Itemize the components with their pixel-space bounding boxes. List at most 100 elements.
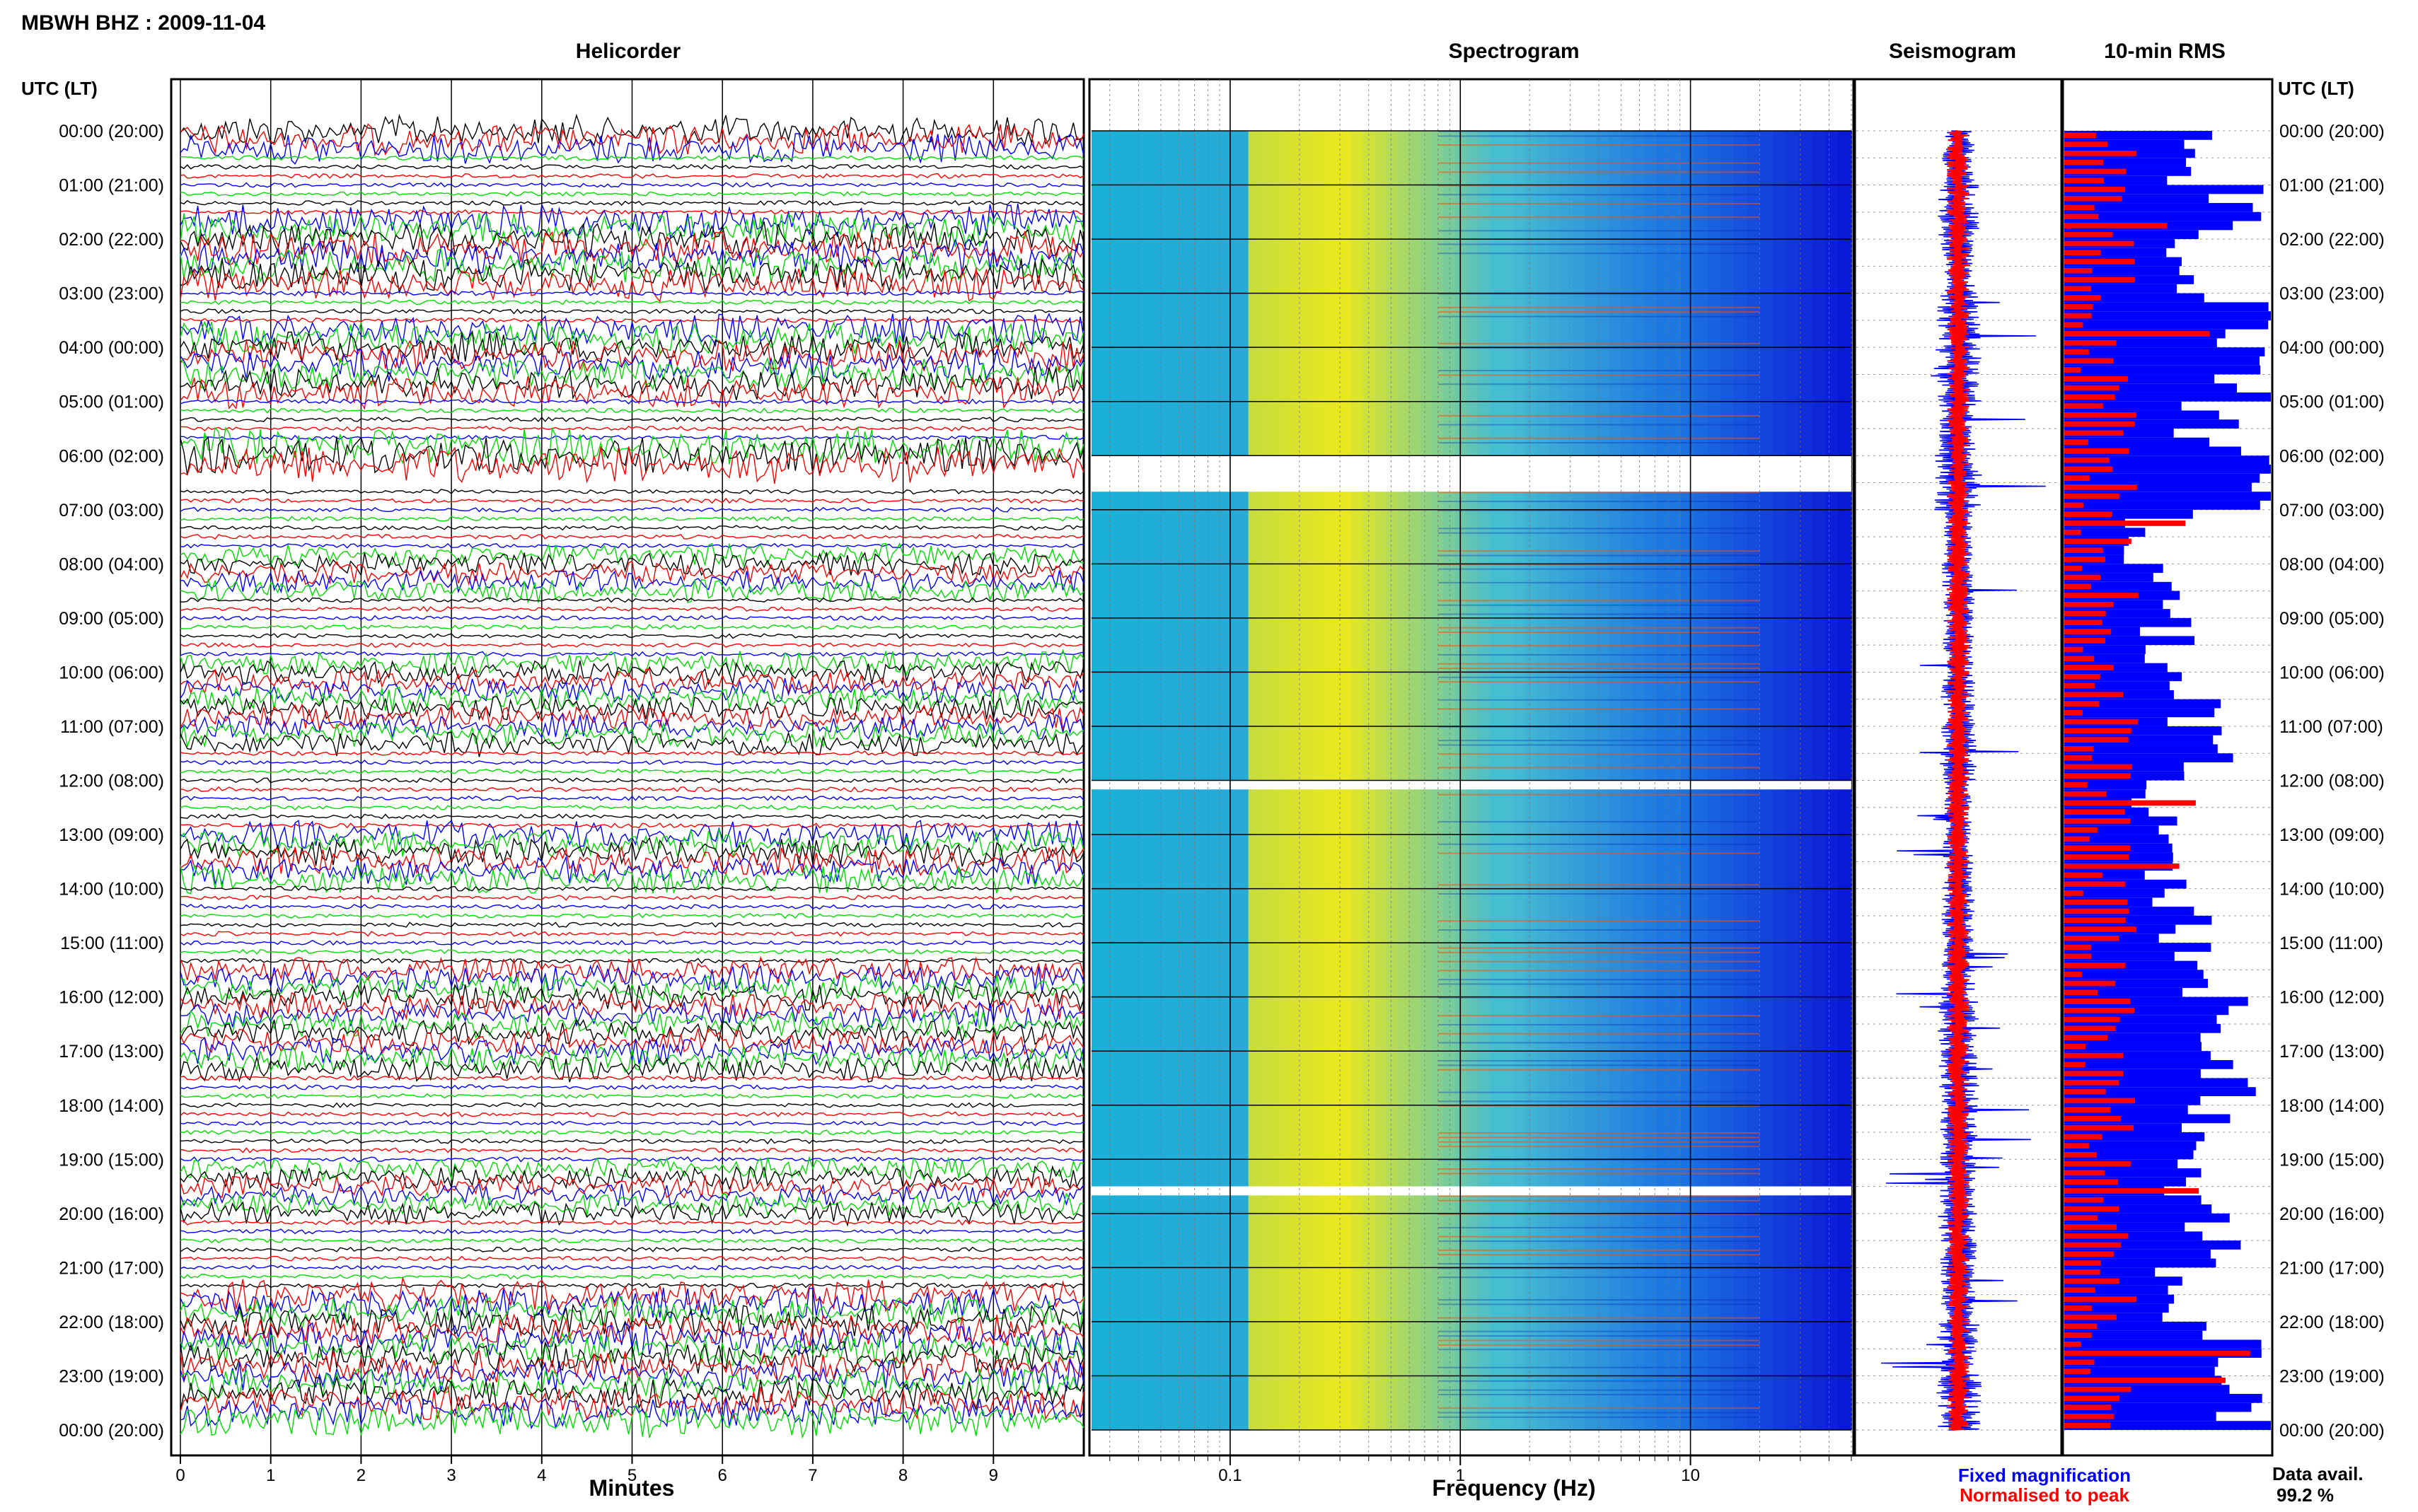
helicorder-trace [180,597,1084,603]
spectrogram-x-tick-label: 0.1 [1218,1466,1242,1485]
spectrogram-event-line [1438,185,1760,187]
helicorder-trace [180,209,1084,215]
rms-normalised-bar [2064,791,2107,797]
spectrogram-event-line [1438,1091,1760,1093]
helicorder-trace [180,1238,1084,1244]
rms-fixed-bar [2064,564,2163,574]
rms-normalised-bar [2064,1215,2098,1221]
helicorder-trace [180,1084,1084,1091]
rms-normalised-bar [2064,1405,2112,1410]
rms-fixed-bar [2064,455,2269,465]
rms-fixed-bar [2064,708,2215,718]
hour-label-left: 00:00 (20:00) [59,1421,164,1441]
helicorder-grid [180,79,1084,1455]
hour-label-right: 02:00 (22:00) [2279,230,2385,250]
helicorder-x-tick-label: 4 [537,1466,546,1485]
helicorder-trace [180,973,1084,1003]
spectrogram-event-line [1438,632,1760,634]
spectrogram-event-line [1438,996,1760,999]
rms-normalised-bar [2064,719,2139,725]
spectrogram-event-line [1438,424,1760,426]
helicorder-trace [180,1404,1084,1439]
spectrogram-event-line [1438,414,1760,417]
rms-normalised-bar [2064,557,2105,562]
spectrogram-event-line [1438,947,1760,949]
rms-normalised-bar [2064,1359,2095,1366]
rms-fixed-bar [2064,699,2221,709]
spectrogram-event-line [1438,581,1760,583]
helicorder-trace [180,921,1084,928]
spectrogram-event-line [1438,1330,1760,1332]
rms-fixed-bar [2064,970,2204,979]
hour-label-left: 03:00 (23:00) [59,284,164,304]
utc-label-right: UTC (LT) [2278,78,2354,99]
rms-normalised-bar [2064,836,2090,842]
rms-normalised-bar [2064,250,2101,256]
helicorder-trace [180,702,1084,731]
rms-fixed-bar [2064,1339,2262,1349]
helicorder-trace [180,446,1084,484]
rms-normalised-bar [2064,701,2100,706]
helicorder-trace [180,1009,1084,1039]
rms-normalised-bar [2064,547,2103,554]
helicorder-trace [180,1294,1084,1331]
rms-normalised-bar [2064,223,2168,228]
rms-normalised-bar [2064,1206,2119,1212]
helicorder-trace [180,983,1084,1013]
data-avail-value: 99.2 % [2277,1484,2334,1506]
hour-label-right: 16:00 (12:00) [2279,988,2385,1008]
spectrogram-event-line [1438,171,1760,173]
helicorder-trace [180,199,1084,207]
helicorder-trace [180,113,1084,147]
helicorder-trace [180,633,1084,639]
rms-normalised-bar [2064,204,2095,211]
helicorder-trace [180,257,1084,294]
rms-normalised-bar [2064,1052,2124,1059]
spectrogram-event-line [1438,1335,1760,1337]
helicorder-trace [180,885,1084,892]
rms-normalised-bar [2064,755,2093,761]
helicorder-trace [180,398,1084,405]
rms-normalised-bar [2064,159,2104,165]
rms-normalised-bar [2064,845,2130,851]
spectrogram-event-line [1438,315,1760,318]
spectrogram-event-line [1438,1303,1760,1305]
spectrogram-event-line [1438,532,1760,534]
spectrogram-event-line [1438,135,1760,137]
spectrogram-panel: 0.1 1 10 Frequency (Hz) [1088,78,1855,1501]
rms-normalised-bar [2064,1116,2122,1122]
rms-normalised-bar [2064,773,2131,779]
data-avail-label: Data avail. [2272,1463,2364,1484]
rms-normalised-bar [2064,475,2090,481]
helicorder-trace [180,678,1084,704]
rms-normalised-bar [2064,259,2135,264]
rms-normalised-bar [2064,944,2092,950]
helicorder-trace [180,1129,1084,1136]
rms-normalised-bar [2064,1044,2086,1049]
spectrogram-event-line [1438,1299,1760,1301]
rms-normalised-bar [2064,1341,2081,1347]
helicorder-trace [180,299,1084,306]
rms-normalised-bar [2064,277,2135,283]
hour-label-left: 07:00 (03:00) [59,501,164,521]
helicorder-trace [180,426,1084,467]
spectrogram-event-line [1438,1389,1760,1391]
rms-normalised-bar [2064,764,2132,770]
helicorder-trace [180,356,1084,392]
rms-fixed-bar [2064,1330,2203,1340]
spectrogram-grid [1092,79,1852,1455]
helicorder-trace [180,1331,1084,1366]
rms-normalised-bar [2064,1414,2115,1419]
rms-normalised-bar [2064,1197,2104,1203]
rms-normalised-bar [2064,521,2186,526]
helicorder-x-tick-label: 7 [808,1466,817,1485]
rms-normalised-bar [2064,1269,2100,1275]
rms-normalised-bar [2064,872,2103,878]
rms-normalised-bar [2064,267,2093,274]
helicorder-trace [180,660,1084,686]
helicorder-trace [180,577,1084,604]
rms-normalised-bar [2064,1143,2089,1148]
hour-label-right: 06:00 (02:00) [2279,446,2385,466]
rms-normalised-bar [2064,493,2120,499]
